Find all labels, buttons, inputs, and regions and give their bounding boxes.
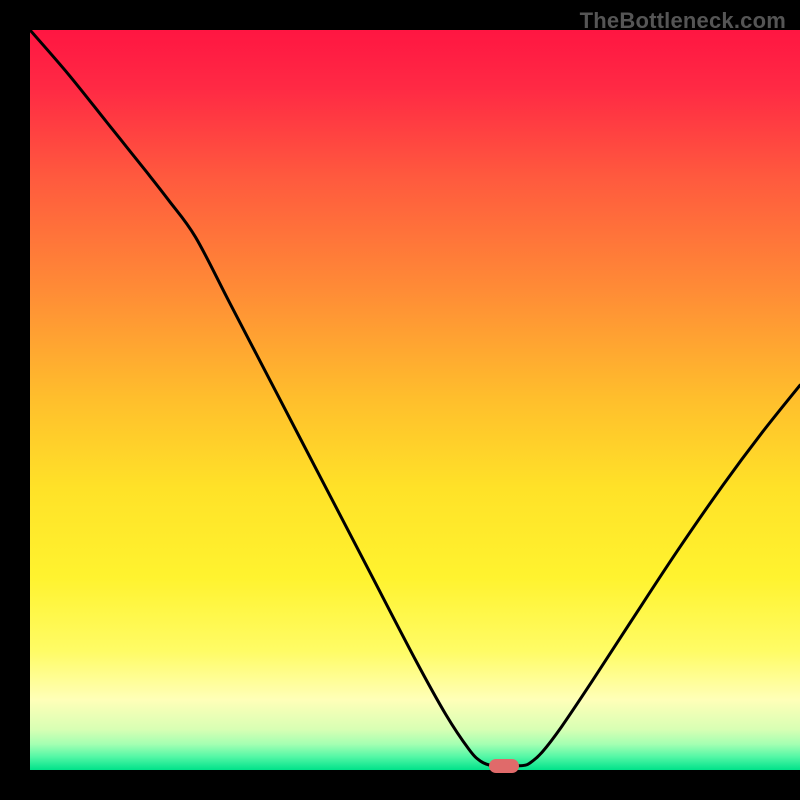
optimum-marker (489, 759, 519, 773)
watermark-text: TheBottleneck.com (580, 8, 786, 34)
outer-frame: TheBottleneck.com (0, 0, 800, 800)
plot-area (30, 30, 800, 770)
bottleneck-curve (30, 30, 800, 770)
